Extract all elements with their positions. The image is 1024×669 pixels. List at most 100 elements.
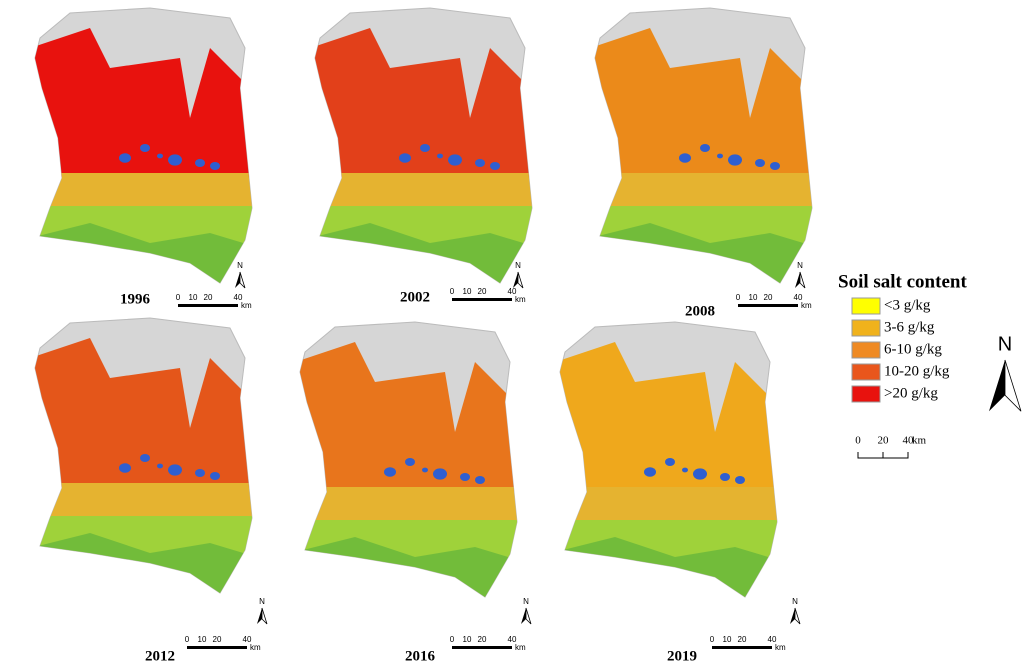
north-arrow [517, 271, 524, 289]
scale-bar [738, 304, 798, 307]
north-label: N [792, 597, 798, 606]
year-label: 2002 [400, 289, 430, 305]
map-panel [314, 7, 533, 284]
lake [770, 162, 780, 170]
north-arrow [261, 607, 268, 625]
lake [119, 153, 131, 163]
north-arrow [795, 272, 800, 288]
scale-unit: km [515, 295, 526, 304]
transition-zone [35, 173, 252, 208]
map-fill [560, 342, 777, 597]
legend-swatch [851, 363, 881, 381]
legend-title: Soil salt content [838, 271, 967, 292]
scale-label: 20 [738, 635, 747, 644]
north-label: N [237, 261, 243, 270]
north-arrow [794, 607, 801, 625]
lake [717, 153, 723, 159]
year-label: 1996 [120, 291, 151, 307]
scale-label: 0 [176, 293, 181, 302]
legend-label: 3-6 g/kg [884, 319, 935, 335]
scale-label: 10 [198, 635, 207, 644]
map-panel [34, 7, 253, 284]
lake [140, 454, 150, 462]
legend-swatch [851, 319, 881, 337]
lake [405, 458, 415, 466]
scale-unit: km [241, 301, 252, 310]
lake [195, 159, 205, 167]
lake [168, 464, 182, 476]
lake [195, 469, 205, 477]
scale-unit: km [250, 643, 261, 652]
map-fill [35, 28, 252, 283]
lake [157, 463, 163, 469]
lake [384, 467, 396, 477]
scale-unit: km [775, 643, 786, 652]
legend-swatch [851, 385, 881, 403]
salt-zone [595, 28, 812, 178]
north-label: N [259, 597, 265, 606]
salt-zone [35, 338, 252, 488]
scale-bar [452, 298, 512, 301]
scale-label: 40 [794, 293, 803, 302]
lake [210, 472, 220, 480]
lake [422, 467, 428, 473]
scale-bar [452, 646, 512, 649]
salt-zone [560, 342, 777, 492]
scale-label: 40 [508, 287, 517, 296]
scale-label: 0 [855, 435, 861, 447]
lake [157, 153, 163, 159]
north-arrow [257, 608, 262, 624]
lake [644, 467, 656, 477]
scale-label: 0 [736, 293, 741, 302]
scale-label: 20 [204, 293, 213, 302]
scale-label: 40 [234, 293, 243, 302]
lake [755, 159, 765, 167]
scale-bar [187, 646, 247, 649]
year-label: 2012 [145, 648, 175, 664]
transition-zone [300, 487, 517, 522]
north-arrow [989, 360, 1005, 412]
scale-label: 20 [878, 435, 890, 447]
north-arrow [235, 272, 240, 288]
map-panel [299, 321, 518, 598]
lake [448, 154, 462, 166]
legend-swatch [851, 297, 881, 315]
year-label: 2019 [667, 648, 697, 664]
scale-label: 10 [189, 293, 198, 302]
scale-label: 40 [903, 435, 915, 447]
map-panel [559, 321, 778, 598]
year-label: 2016 [405, 648, 436, 664]
north-arrow [790, 608, 795, 624]
scale-label: 10 [749, 293, 758, 302]
scale-label: 20 [478, 635, 487, 644]
scale-unit: km [515, 643, 526, 652]
scale-label: 0 [185, 635, 190, 644]
lake [168, 154, 182, 166]
lake [490, 162, 500, 170]
north-arrow [239, 271, 246, 289]
scale-label: 0 [710, 635, 715, 644]
legend-label: 10-20 g/kg [884, 363, 950, 379]
legend-label: >20 g/kg [884, 385, 938, 401]
scale-label: 0 [450, 287, 455, 296]
north-label: N [797, 261, 803, 270]
map-panel [34, 317, 253, 594]
scale-label: 20 [764, 293, 773, 302]
map-fill [315, 28, 532, 283]
lake [700, 144, 710, 152]
scale-label: 20 [213, 635, 222, 644]
map-fill [35, 338, 252, 593]
north-label: N [523, 597, 529, 606]
lake [399, 153, 411, 163]
lake [475, 476, 485, 484]
legend-label: <3 g/kg [884, 297, 931, 313]
transition-zone [560, 487, 777, 522]
transition-zone [35, 483, 252, 518]
map-panel [594, 7, 813, 284]
north-arrow [525, 607, 532, 625]
lake [720, 473, 730, 481]
map-fill [300, 342, 517, 597]
lake [433, 468, 447, 480]
salt-zone [35, 28, 252, 178]
